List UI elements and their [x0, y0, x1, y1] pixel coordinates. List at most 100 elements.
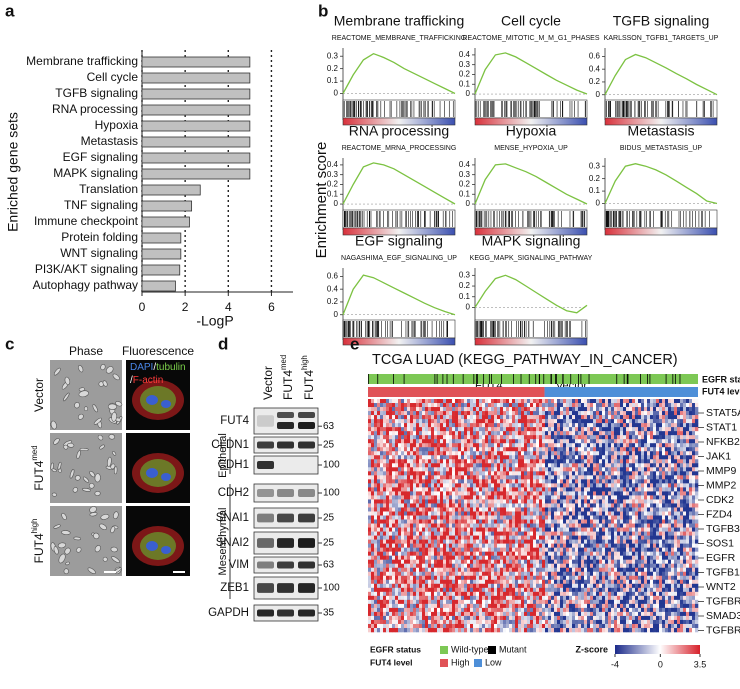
- heatmap-cell: [461, 479, 465, 484]
- heatmap-cell: [425, 619, 429, 625]
- cell: [58, 553, 66, 564]
- heatmap-cell: [482, 567, 486, 573]
- heatmap-cell: [542, 567, 546, 573]
- heatmap-cell: [473, 559, 477, 565]
- heatmap-cell: [551, 543, 555, 548]
- heatmap-cell: [506, 499, 510, 504]
- heatmap-cell: [470, 407, 474, 412]
- heatmap-cell: [485, 627, 489, 633]
- heatmap-cell: [461, 575, 465, 581]
- heatmap-cell: [563, 567, 567, 573]
- heatmap-cell: [566, 411, 570, 416]
- heatmap-cell: [473, 503, 477, 508]
- heatmap-cell: [443, 399, 447, 404]
- heatmap-cell: [500, 527, 504, 532]
- heatmap-cell: [425, 427, 429, 432]
- heatmap-cell: [494, 547, 498, 552]
- heatmap-cell: [542, 575, 546, 581]
- heatmap-cell: [434, 607, 438, 613]
- heatmap-cell: [560, 591, 564, 597]
- heatmap-cell: [527, 487, 531, 492]
- heatmap-cell: [521, 539, 525, 544]
- label-sup: high: [300, 355, 309, 370]
- mw-label: 25: [323, 513, 335, 524]
- heatmap-cell: [542, 511, 546, 516]
- heatmap-cell: [554, 447, 558, 452]
- heatmap-cell: [389, 587, 393, 593]
- heatmap-cell: [404, 419, 408, 424]
- heatmap-cell: [497, 615, 501, 621]
- heatmap-cell: [470, 575, 474, 581]
- heatmap-cell: [512, 595, 516, 601]
- heatmap-cell: [383, 479, 387, 484]
- heatmap-cell: [542, 587, 546, 593]
- heatmap-cell: [536, 587, 540, 593]
- heatmap-cell: [518, 419, 522, 424]
- heatmap-cell: [410, 575, 414, 581]
- heatmap-cell: [479, 627, 483, 633]
- heatmap-cell: [488, 475, 492, 480]
- heatmap-cell: [488, 447, 492, 452]
- heatmap-cell: [401, 399, 405, 404]
- heatmap-cell: [572, 619, 576, 625]
- heatmap-cell: [473, 567, 477, 573]
- heatmap-cell: [434, 487, 438, 492]
- label: Vector: [32, 378, 46, 412]
- heatmap-cell: [554, 399, 558, 404]
- heatmap-cell: [452, 551, 456, 556]
- heatmap-cell: [554, 515, 558, 520]
- heatmap-cell: [527, 579, 531, 585]
- heatmap-cell: [548, 451, 552, 456]
- heatmap-cell: [572, 487, 576, 492]
- heatmap-cell: [512, 523, 516, 528]
- plot-subtitle: REACTOME_MITOTIC_M_M_G1_PHASES: [462, 35, 599, 42]
- heatmap-cell: [416, 495, 420, 500]
- heatmap-cell: [527, 479, 531, 484]
- heatmap-cell: [398, 427, 402, 432]
- heatmap-cell: [407, 431, 411, 436]
- heatmap-cell: [539, 511, 543, 516]
- heatmap-cell: [515, 439, 519, 444]
- heatmap-cell: [470, 523, 474, 528]
- heatmap-cell: [407, 583, 411, 589]
- heatmap-cell: [407, 407, 411, 412]
- heatmap-cell: [449, 563, 453, 569]
- heatmap-cell: [416, 559, 420, 565]
- heatmap-cell: [458, 559, 462, 565]
- heatmap-cell: [410, 539, 414, 544]
- heatmap-cell: [452, 407, 456, 412]
- heatmap-cell: [566, 419, 570, 424]
- heatmap-cell: [563, 611, 567, 617]
- heatmap-cell: [386, 443, 390, 448]
- x-tick-label: 0: [139, 300, 146, 314]
- heatmap-cell: [509, 403, 513, 408]
- heatmap-cell: [419, 439, 423, 444]
- heatmap-cell: [572, 467, 576, 472]
- heatmap-cell: [446, 463, 450, 468]
- heatmap-cell: [446, 563, 450, 569]
- heatmap-cell: [560, 435, 564, 440]
- heatmap-cell: [488, 495, 492, 500]
- heatmap-cell: [527, 423, 531, 428]
- heatmap-cell: [512, 591, 516, 597]
- heatmap-cell: [548, 551, 552, 556]
- heatmap-cell: [506, 479, 510, 484]
- heatmap-cell: [563, 463, 567, 468]
- heatmap-cell: [521, 475, 525, 480]
- heatmap-cell: [509, 535, 513, 540]
- heatmap-cell: [530, 483, 534, 488]
- heatmap-cell: [440, 543, 444, 548]
- heatmap-cell: [569, 459, 573, 464]
- heatmap-cell: [398, 607, 402, 613]
- heatmap-cell: [416, 523, 420, 528]
- band: [277, 538, 294, 548]
- heatmap-cell: [386, 427, 390, 432]
- heatmap-cell: [443, 623, 447, 629]
- heatmap-cell: [569, 523, 573, 528]
- heatmap-cell: [371, 559, 375, 565]
- heatmap-cell: [416, 539, 420, 544]
- heatmap-cell: [413, 431, 417, 436]
- heatmap-cell: [542, 411, 546, 416]
- heatmap-cell: [512, 599, 516, 605]
